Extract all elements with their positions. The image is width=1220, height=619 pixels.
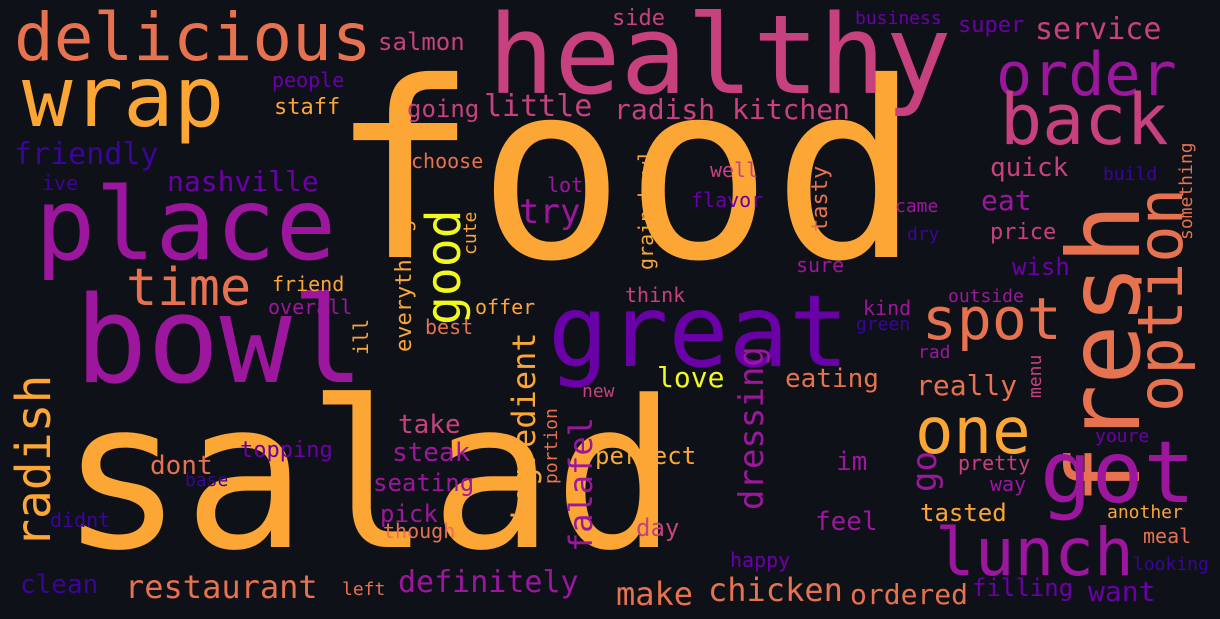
word-think: think <box>625 283 686 307</box>
word-portion: portion <box>541 408 562 484</box>
word-side: side <box>612 6 665 31</box>
word-though: though <box>383 519 456 543</box>
word-didnt: didnt <box>50 508 111 532</box>
word-place: place <box>35 166 337 283</box>
word-nashville: nashville <box>167 165 319 198</box>
word-radish-kitchen: radish kitchen <box>614 93 851 126</box>
word-feel: feel <box>815 507 878 537</box>
word-spot: spot <box>922 285 1062 353</box>
word-definitely: definitely <box>398 565 579 600</box>
word-sure: sure <box>796 253 845 277</box>
word-wish: wish <box>1012 253 1070 281</box>
word-order: order <box>996 40 1177 110</box>
word-base: base <box>185 470 229 491</box>
word-take: take <box>398 410 461 440</box>
word-going: going <box>407 95 480 123</box>
word-ingredient: ingredient <box>505 332 543 525</box>
word-pretty: pretty <box>958 451 1031 475</box>
word-rad: rad <box>918 342 951 363</box>
word-salmon: salmon <box>378 28 465 56</box>
word-offer: offer <box>475 295 536 319</box>
word-meal: meal <box>1143 524 1192 548</box>
word-great: great <box>548 273 850 390</box>
word-im: im <box>836 447 868 477</box>
word-steak: steak <box>392 438 471 468</box>
word-another: another <box>1107 502 1183 523</box>
word-really: really <box>916 369 1018 402</box>
word-menu: menu <box>1025 354 1046 398</box>
word-try: try <box>519 192 581 232</box>
word-lot: lot <box>547 173 584 197</box>
word-friendly: friendly <box>14 137 159 172</box>
word-love: love <box>657 361 725 394</box>
word-outside: outside <box>948 286 1024 307</box>
word-go: go <box>905 451 945 492</box>
word-topping: topping <box>240 438 333 463</box>
word-healthy: healthy <box>488 0 952 119</box>
word-something: something <box>1176 142 1197 240</box>
word-dressing: dressing <box>732 346 772 510</box>
word-lunch: lunch <box>935 514 1134 591</box>
word-well: well <box>710 158 759 182</box>
word-seating: seating <box>373 469 475 497</box>
word-service: service <box>1035 12 1162 47</box>
word-overall: overall <box>268 295 353 319</box>
word-super: super <box>958 13 1025 38</box>
word-eating: eating <box>785 364 879 394</box>
word-chicken: chicken <box>708 571 843 609</box>
word-ive: ive <box>42 171 79 195</box>
word-cute: cute <box>460 211 481 255</box>
word-pick: pick <box>380 500 438 528</box>
word-dry: dry <box>907 224 940 245</box>
word-people: people <box>272 68 345 92</box>
word-green: green <box>856 314 911 335</box>
word-restaurant: restaurant <box>125 568 318 606</box>
word-salad: salad <box>60 358 678 596</box>
word-back: back <box>1000 79 1169 161</box>
word-want: want <box>1088 575 1156 608</box>
word-happy: happy <box>730 548 791 572</box>
word-ill: ill <box>349 318 373 355</box>
word-dont: dont <box>150 451 213 481</box>
word-friend: friend <box>272 272 345 296</box>
word-build: build <box>1103 164 1158 185</box>
word-youre: youre <box>1095 426 1150 447</box>
word-price: price <box>990 220 1057 245</box>
word-way: way <box>990 472 1027 496</box>
word-food: food <box>330 30 921 315</box>
word-eat: eat <box>981 184 1032 217</box>
word-flavor: flavor <box>691 188 764 212</box>
word-little: little <box>484 89 593 124</box>
word-falafel: falafel <box>562 417 600 552</box>
word-left: left <box>342 579 386 600</box>
word-perfect: perfect <box>595 442 697 470</box>
word-filling: filling <box>972 574 1074 602</box>
word-tasty: tasty <box>808 165 833 232</box>
word-tasted: tasted <box>920 499 1007 527</box>
word-choose: choose <box>411 149 484 173</box>
word-business: business <box>855 8 942 29</box>
word-clean: clean <box>20 570 99 600</box>
word-staff: staff <box>274 95 341 120</box>
word-new: new <box>582 381 615 402</box>
word-bowl: bowl <box>75 272 364 411</box>
word-looking: looking <box>1133 554 1209 575</box>
word-grain-bowl: grain bowl <box>634 149 658 270</box>
word-time: time <box>126 258 252 318</box>
word-kind: kind <box>863 296 912 320</box>
word-one: one <box>915 395 1031 469</box>
word-everything: everything <box>392 219 417 352</box>
word-day: day <box>636 514 680 542</box>
word-best: best <box>425 315 474 339</box>
word-make: make <box>616 575 694 613</box>
word-came: came <box>895 196 939 217</box>
word-wrap: wrap <box>22 48 225 146</box>
word-delicious: delicious <box>14 0 372 76</box>
word-got: got <box>1040 423 1196 523</box>
word-ordered: ordered <box>850 578 969 611</box>
word-quick: quick <box>990 153 1069 183</box>
